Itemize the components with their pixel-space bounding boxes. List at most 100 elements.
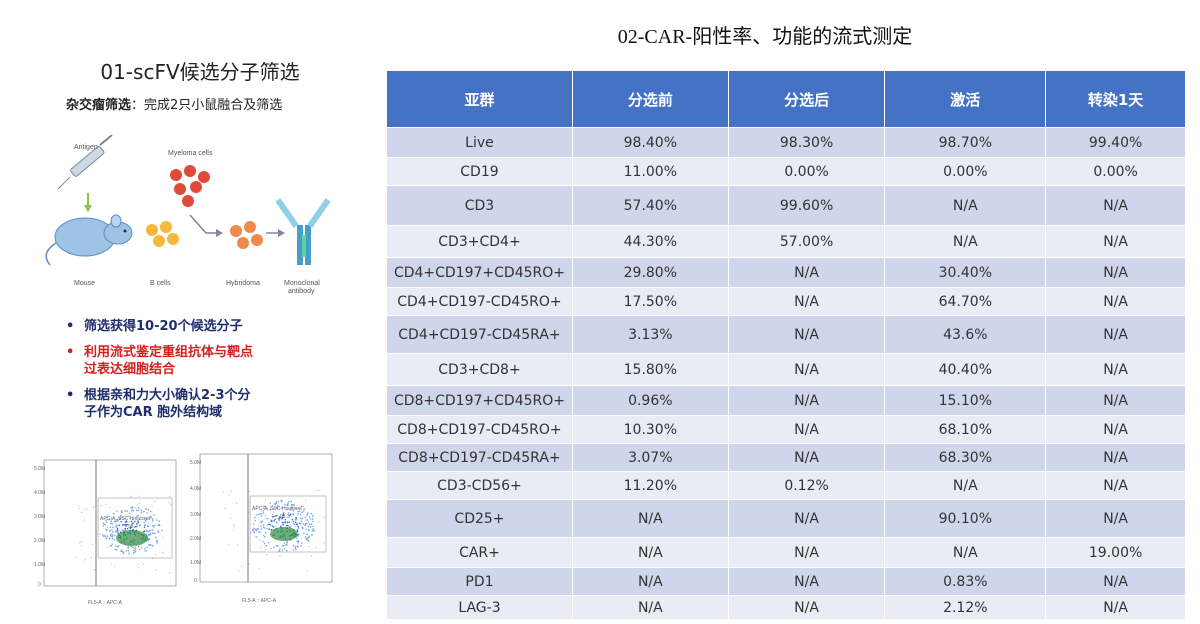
table-row: CD4+CD197+CD45RO+ 29.80% N/A 30.40% N/A (386, 257, 1186, 288)
value-cell: N/A (1045, 185, 1186, 226)
y-tick: 5.0M (34, 466, 45, 472)
table-row: PD1 N/A N/A 0.83% N/A (386, 567, 1186, 596)
subgroup-cell: CD3 (386, 185, 573, 226)
antibody-icon (275, 198, 331, 265)
bullet-text: 筛选获得10-20个候选分子 (84, 319, 243, 334)
table-body: Live 98.40% 98.30% 98.70% 99.40% CD19 11.00% 0.… (386, 127, 1186, 620)
value-cell: N/A (727, 443, 886, 472)
value-cell: 10.30% (571, 415, 729, 444)
x-axis-label: FL5-A :: APC-A (88, 600, 123, 606)
gate-value: 98.3 (280, 514, 290, 520)
value-cell: 11.00% (571, 157, 729, 186)
value-cell: N/A (727, 315, 886, 354)
value-cell: 17.50% (571, 287, 729, 316)
table-row: CD4+CD197-CD45RA+ 3.13% N/A 43.6% N/A (386, 315, 1186, 354)
hybridoma-cells-icon (230, 221, 263, 249)
value-cell: 0.00% (1045, 157, 1186, 186)
subgroup-cell: CD8+CD197-CD45RO+ (386, 415, 573, 444)
y-tick: 0 (194, 578, 197, 584)
hybridoma-label: Hybridoma (226, 280, 260, 287)
value-cell: 0.96% (571, 385, 729, 416)
value-cell: N/A (884, 185, 1047, 226)
bullet-text-cont: 过表达细胞结合 (84, 362, 176, 377)
value-cell: 99.60% (727, 185, 886, 226)
header-activation: 激活 (884, 70, 1047, 128)
value-cell: 0.00% (884, 157, 1047, 186)
table-row: LAG-3 N/A N/A 2.12% N/A (386, 595, 1186, 620)
table-row: CD8+CD197+CD45RO+ 0.96% N/A 15.10% N/A (386, 385, 1186, 416)
y-tick: 4.0M (190, 486, 201, 492)
value-cell: 57.00% (727, 225, 886, 258)
value-cell: N/A (727, 537, 886, 568)
y-tick: 5.0M (190, 460, 201, 466)
value-cell: 0.00% (727, 157, 886, 186)
value-cell: N/A (571, 567, 729, 596)
value-cell: N/A (1045, 595, 1186, 620)
value-cell: 11.20% (571, 471, 729, 500)
subgroup-cell: CD3+CD4+ (386, 225, 573, 258)
subgroup-cell: CD8+CD197-CD45RA+ (386, 443, 573, 472)
header-subgroup: 亚群 (386, 70, 573, 128)
value-cell: N/A (727, 499, 886, 538)
value-cell: 98.30% (727, 127, 886, 158)
syringe-icon (57, 135, 113, 190)
value-cell: 19.00% (1045, 537, 1186, 568)
header-pre-sort: 分选前 (571, 70, 729, 128)
value-cell: 99.40% (1045, 127, 1186, 158)
value-cell: N/A (727, 353, 886, 386)
x-axis-label: FL5-A :: APC-A (242, 598, 277, 604)
left-section-title: 01-scFV候选分子筛选 (100, 60, 300, 84)
bullet-text-cont: 子作为CAR 胞外结构域 (84, 405, 223, 420)
table-row: CAR+ N/A N/A N/A 19.00% (386, 537, 1186, 568)
value-cell: 98.40% (571, 127, 729, 158)
table-row: CD3+CD8+ 15.80% N/A 40.40% N/A (386, 353, 1186, 386)
value-cell: N/A (1045, 353, 1186, 386)
table-row: CD8+CD197-CD45RO+ 10.30% N/A 68.10% N/A (386, 415, 1186, 444)
subgroup-cell: PD1 (386, 567, 573, 596)
subgroup-cell: CD3-CD56+ (386, 471, 573, 500)
arrow-head-icon (84, 205, 92, 212)
y-tick: 2.0M (34, 538, 45, 544)
value-cell: 44.30% (571, 225, 729, 258)
flow-plot-2: 5.0M 4.0M 3.0M 2.0M 1.0M 0 APC-A, SSC-H … (188, 452, 338, 608)
table-row: CD3 57.40% 99.60% N/A N/A (386, 185, 1186, 226)
value-cell: N/A (1045, 225, 1186, 258)
table-row: CD4+CD197-CD45RO+ 17.50% N/A 64.70% N/A (386, 287, 1186, 316)
bullet-text: 利用流式鉴定重组抗体与靶点 (84, 345, 254, 360)
bullet-item: • 筛选获得10-20个候选分子 (66, 319, 243, 334)
value-cell: N/A (727, 415, 886, 444)
value-cell: 15.80% (571, 353, 729, 386)
value-cell: N/A (1045, 385, 1186, 416)
antibody-label: antibody (288, 288, 315, 295)
dot-cloud (222, 489, 326, 572)
value-cell: N/A (1045, 567, 1186, 596)
antigen-label: Antigen (74, 144, 98, 151)
header-post-sort: 分选后 (727, 70, 886, 128)
y-tick: 3.0M (190, 512, 201, 518)
value-cell: 40.40% (884, 353, 1047, 386)
y-tick: 0 (38, 582, 41, 588)
value-cell: N/A (1045, 315, 1186, 354)
y-tick: 1.0M (190, 560, 201, 566)
header-day1-transfection: 转染1天 (1045, 70, 1186, 128)
value-cell: 57.40% (571, 185, 729, 226)
b-cells-label: B cells (150, 280, 171, 287)
y-tick: 4.0M (34, 490, 45, 496)
table-row: CD25+ N/A N/A 90.10% N/A (386, 499, 1186, 538)
gate-label: APC-A, SSC-H subset (100, 516, 150, 522)
gate-label: APC-A, SSC-H subset (252, 506, 302, 512)
value-cell: 64.70% (884, 287, 1047, 316)
value-cell: N/A (727, 385, 886, 416)
value-cell: 43.6% (884, 315, 1047, 354)
subgroup-cell: CD19 (386, 157, 573, 186)
monoclonal-label: Monoclonal (284, 280, 320, 287)
flow-results-table: 亚群 分选前 分选后 激活 转染1天 Live 98.40% 98.30% 98.70… (386, 70, 1186, 620)
gate-box (97, 497, 173, 559)
value-cell: N/A (727, 595, 886, 620)
value-cell: 90.10% (884, 499, 1047, 538)
b-cells-icon (146, 221, 179, 247)
value-cell: 3.07% (571, 443, 729, 472)
hybridoma-subtitle: 杂交瘤筛选：完成2只小鼠融合及筛选 (66, 94, 282, 113)
value-cell: N/A (1045, 443, 1186, 472)
value-cell: N/A (571, 499, 729, 538)
